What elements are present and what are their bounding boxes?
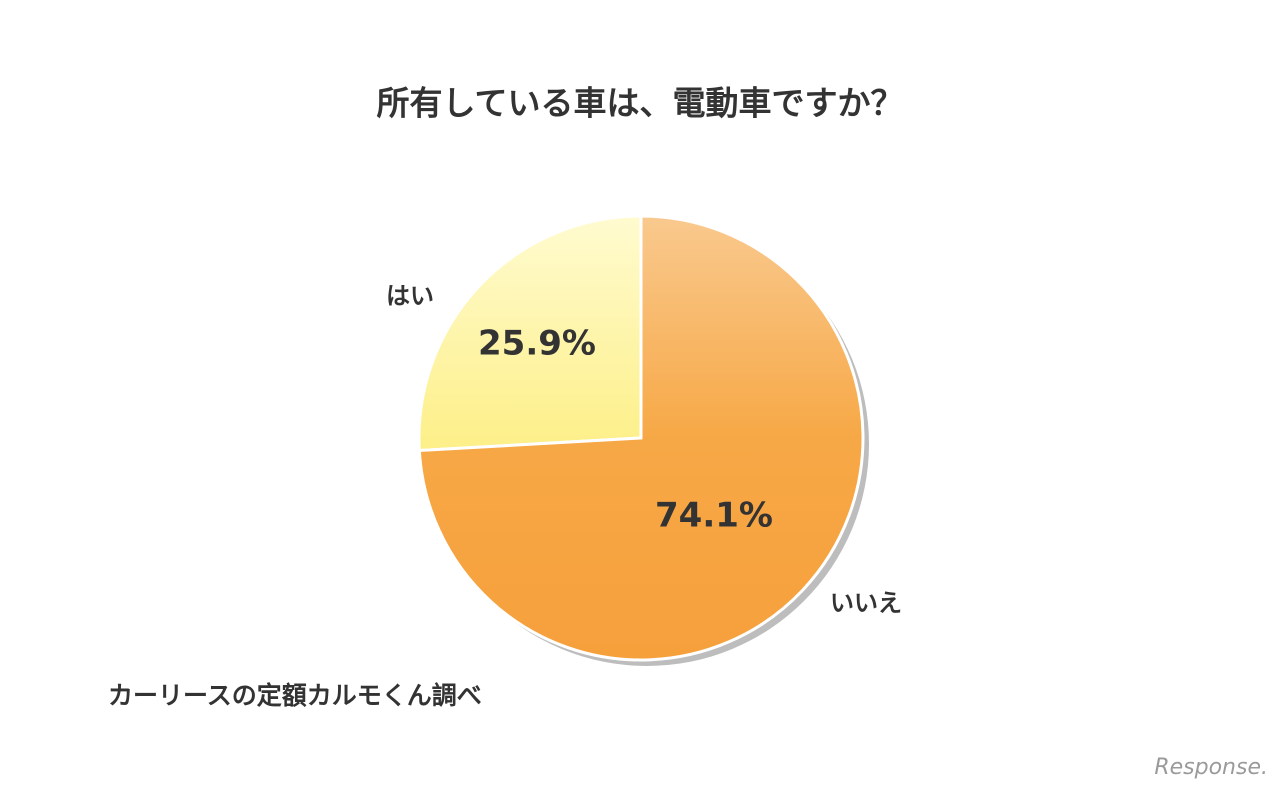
source-note: カーリースの定額カルモくん調べ bbox=[108, 681, 482, 710]
pie bbox=[417, 214, 865, 662]
watermark: Response. bbox=[1154, 755, 1268, 780]
chart-title: 所有している車は、電動車ですか？ bbox=[376, 84, 903, 123]
value-label: 25.9% bbox=[478, 324, 596, 364]
category-label: はい bbox=[386, 282, 434, 310]
value-label: 74.1% bbox=[655, 496, 773, 536]
category-label: いいえ bbox=[830, 589, 902, 617]
pie-slice bbox=[417, 214, 643, 453]
pie-slice bbox=[417, 214, 865, 662]
